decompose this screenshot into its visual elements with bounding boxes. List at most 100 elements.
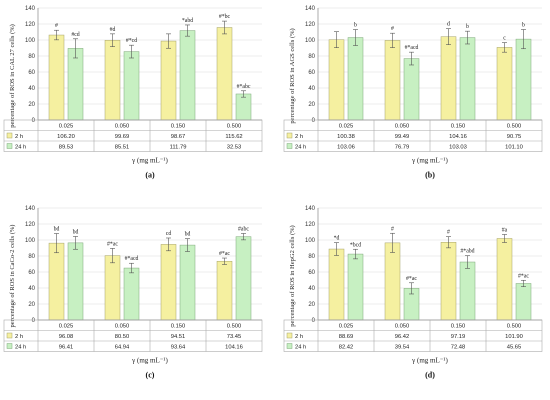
x-axis-label: γ (mg mL⁻¹)	[411, 357, 448, 365]
table-cell-value: 76.79	[395, 145, 410, 151]
bar-2h	[328, 248, 345, 321]
table-cell-value: 115.62	[225, 134, 242, 140]
y-tick-label: 60	[28, 270, 35, 276]
category-label: 0.500	[227, 324, 242, 330]
bar-24h	[403, 58, 420, 121]
data-table-border	[283, 119, 543, 152]
table-cell-value: 80.50	[115, 334, 130, 340]
bar-24h	[459, 37, 476, 121]
y-axis-label: percentage of ROS in CaCo-2 cells (%)	[9, 225, 16, 328]
y-tick-label: 120	[25, 22, 36, 28]
bar-2h	[328, 39, 345, 121]
category-label: 0.150	[171, 124, 186, 130]
table-cell-value: 101.90	[505, 334, 523, 340]
table-cell-value: 104.16	[449, 134, 467, 140]
legend-label: 24 h	[15, 345, 26, 351]
table-cell-value: 39.54	[395, 345, 410, 351]
table-cell-value: 85.51	[115, 145, 130, 151]
y-axis-label: percentage of ROS in AGS cells (%)	[289, 28, 296, 123]
legend-swatch-2h	[286, 132, 293, 139]
significance-label: #*ac	[219, 251, 230, 257]
significance-label: #*ac	[518, 273, 529, 279]
y-tick-label: 40	[308, 286, 315, 292]
y-tick-label: 40	[28, 286, 35, 292]
bar-24h	[515, 38, 532, 121]
bar-24h	[235, 236, 252, 321]
y-tick-label: 0	[312, 318, 316, 324]
panel-label: (c)	[146, 371, 155, 380]
category-label: 0.025	[339, 324, 354, 330]
y-tick-label: 100	[305, 38, 316, 44]
significance-label: #	[447, 230, 450, 236]
category-label: 0.150	[171, 324, 186, 330]
legend-label: 24 h	[15, 145, 26, 151]
data-table-border	[283, 319, 543, 352]
y-tick-label: 0	[32, 118, 36, 124]
y-axis-label: percentage of ROS in HepG2 cells (%)	[289, 225, 296, 326]
category-label: 0.500	[507, 324, 522, 330]
y-tick-label: 80	[308, 54, 315, 60]
y-tick-label: 140	[305, 6, 316, 12]
table-cell-value: 99.69	[115, 134, 130, 140]
y-tick-label: 20	[28, 102, 35, 108]
bar-2h	[104, 39, 121, 121]
category-label: 0.150	[451, 324, 466, 330]
bar-2h	[104, 255, 121, 321]
y-axis-label: percentage of ROS in CAL 27 cells (%)	[9, 24, 16, 128]
table-cell-value: 98.67	[171, 134, 186, 140]
legend-swatch-24h	[286, 143, 293, 149]
y-tick-label: 80	[28, 54, 35, 60]
legend-label: 2 h	[15, 134, 23, 140]
chart-panel-1: 0 20 40 60 80 100 120 140 percentage of ROS in A…	[283, 6, 543, 180]
table-cell-value: 88.69	[339, 334, 354, 340]
data-table-border	[3, 319, 263, 352]
y-tick-label: 60	[308, 270, 315, 276]
y-tick-label: 140	[25, 6, 36, 12]
bar-2h	[160, 40, 177, 121]
table-cell-value: 32.53	[227, 145, 242, 151]
y-tick-label: 140	[305, 206, 316, 212]
significance-label: #cd	[71, 32, 79, 38]
significance-label: #*abd	[460, 249, 474, 255]
bar-24h	[459, 261, 476, 321]
y-tick-label: 20	[28, 302, 35, 308]
category-label: 0.150	[451, 124, 466, 130]
bar-24h	[235, 93, 252, 121]
table-cell-value: 94.51	[171, 334, 186, 340]
table-cell-value: 97.19	[451, 334, 466, 340]
bar-24h	[179, 30, 196, 121]
chart-panel-0: 0 20 40 60 80 100 120 140 percentage of ROS in C…	[3, 6, 263, 180]
legend-swatch-24h	[6, 143, 13, 149]
table-cell-value: 103.03	[449, 145, 467, 151]
y-tick-label: 80	[308, 254, 315, 260]
y-tick-label: 120	[25, 222, 36, 228]
significance-label: #*abc	[237, 84, 251, 90]
legend-label: 24 h	[295, 145, 306, 151]
bar-2h	[48, 242, 65, 321]
x-axis-label: γ (mg mL⁻¹)	[411, 157, 448, 165]
significance-label: c	[503, 36, 506, 42]
panel-label: (a)	[145, 171, 155, 180]
chart-panel-3: 0 20 40 60 80 100 120 140 percentage of ROS in H…	[283, 206, 543, 380]
significance-label: #	[391, 26, 394, 32]
table-cell-value: 96.41	[59, 345, 74, 351]
y-tick-label: 60	[28, 70, 35, 76]
category-label: 0.050	[395, 324, 410, 330]
table-cell-value: 89.53	[59, 145, 74, 151]
table-cell-value: 99.49	[395, 134, 410, 140]
y-tick-label: 60	[308, 70, 315, 76]
table-cell-value: 73.45	[227, 334, 242, 340]
panel-label: (d)	[425, 371, 435, 380]
bar-2h	[440, 241, 457, 321]
y-tick-label: 40	[28, 86, 35, 92]
legend-swatch-24h	[286, 343, 293, 349]
category-label: 0.500	[507, 124, 522, 130]
y-tick-label: 0	[312, 118, 316, 124]
category-label: 0.025	[59, 124, 74, 130]
y-tick-label: 20	[308, 302, 315, 308]
table-cell-value: 100.38	[337, 134, 355, 140]
bar-24h	[67, 48, 84, 121]
significance-label: bd	[73, 229, 79, 235]
bar-2h	[48, 34, 65, 121]
